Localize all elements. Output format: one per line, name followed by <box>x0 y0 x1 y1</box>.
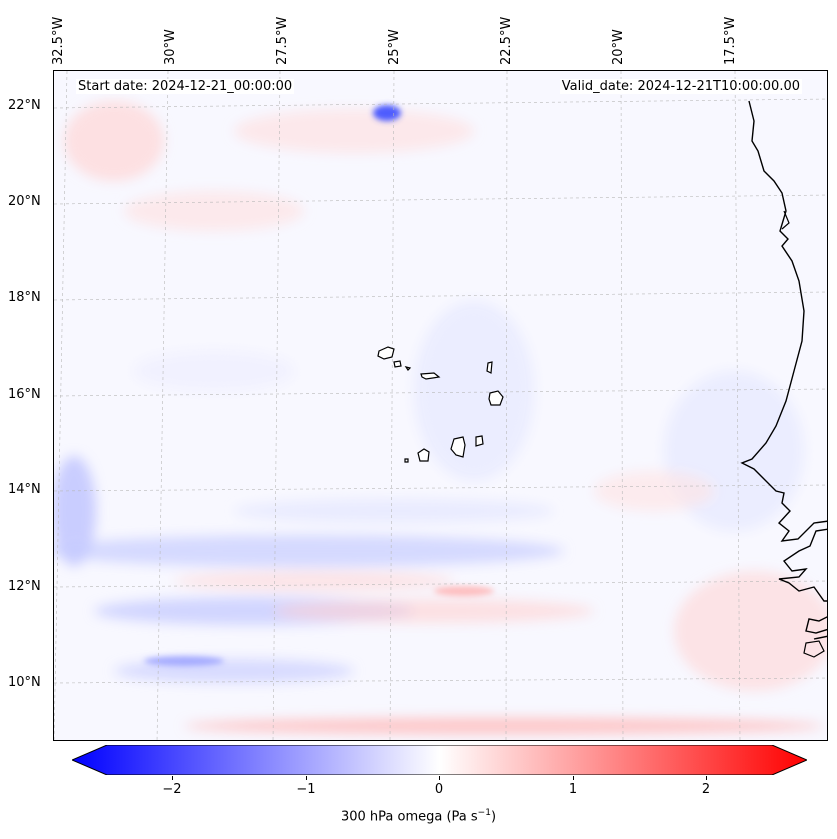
lon-label-17-5w: 17.5°W <box>723 16 738 65</box>
omega-contours <box>54 101 827 734</box>
graticule <box>54 71 827 740</box>
africa-coastline <box>740 100 827 640</box>
lat-label-20n: 20°N <box>8 194 41 209</box>
colorbar <box>70 744 809 776</box>
cbar-tick-label: −1 <box>296 782 316 797</box>
lon-label-30w: 30°W <box>163 29 178 65</box>
cbar-tick-mark <box>706 776 707 780</box>
start-date-label: Start date: 2024-12-21_00:00:00 <box>76 79 295 94</box>
colorbar-label-sup: −1 <box>477 808 491 818</box>
cbar-tick-label: 2 <box>701 782 711 797</box>
lon-label-20w: 20°W <box>611 29 626 65</box>
colorbar-label: 300 hPa omega (Pa s−1) <box>0 808 837 824</box>
lat-label-18n: 18°N <box>8 290 41 305</box>
lat-label-10n: 10°N <box>8 675 41 690</box>
colorbar-label-text: 300 hPa omega (Pa s <box>340 809 478 825</box>
cape-verde-islands <box>377 346 504 463</box>
cbar-tick-label: 1 <box>568 782 578 797</box>
lon-label-22-5w: 22.5°W <box>499 16 514 65</box>
colorbar-gradient <box>70 744 809 776</box>
cbar-tick-label: 0 <box>434 782 444 797</box>
cbar-tick-mark <box>573 776 574 780</box>
lat-label-22n: 22°N <box>8 98 41 113</box>
cbar-tick-mark <box>439 776 440 780</box>
lat-label-12n: 12°N <box>8 579 41 594</box>
cbar-tick-label: −2 <box>162 782 182 797</box>
lon-label-25w: 25°W <box>387 29 402 65</box>
lat-label-16n: 16°N <box>8 387 41 402</box>
cbar-tick-mark <box>306 776 307 780</box>
colorbar-label-end: ) <box>490 809 497 825</box>
omega-field <box>54 71 827 740</box>
cbar-tick-mark <box>172 776 173 780</box>
valid-date-label: Valid_date: 2024-12-21T10:00:00.00 <box>559 79 802 94</box>
lon-label-32-5w: 32.5°W <box>51 16 66 65</box>
lon-label-27-5w: 27.5°W <box>275 16 290 65</box>
map-panel: Start date: 2024-12-21_00:00:00 Valid_da… <box>53 70 828 741</box>
lat-label-14n: 14°N <box>8 482 41 497</box>
